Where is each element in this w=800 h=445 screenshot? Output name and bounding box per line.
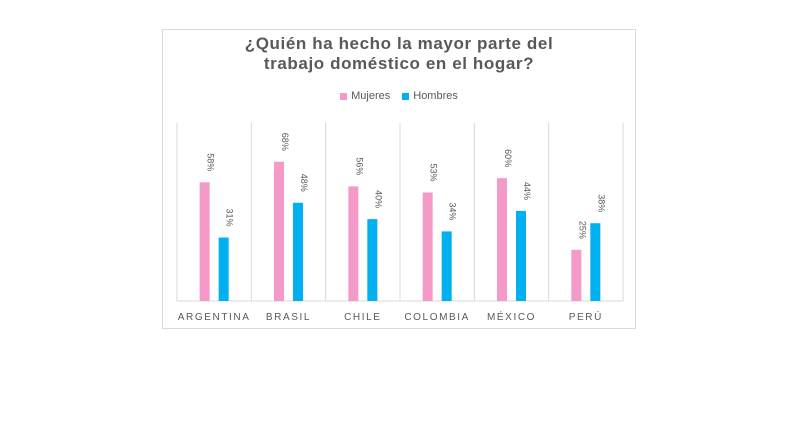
data-label-hombres-2: 48% xyxy=(299,174,309,192)
data-label-mujeres-4: 53% xyxy=(429,164,439,182)
data-label-hombres-1: 31% xyxy=(225,209,235,227)
legend-label-hombres: Hombres xyxy=(413,90,458,102)
bar-hombres-1 xyxy=(218,237,229,301)
legend-item-hombres: Hombres xyxy=(402,90,458,102)
category-label-4: COLOMBIA xyxy=(404,312,470,323)
bar-mujeres-3 xyxy=(348,186,359,301)
bar-mujeres-5 xyxy=(497,178,507,301)
category-label-6: PERÚ xyxy=(569,310,603,323)
data-label-mujeres-5: 60% xyxy=(503,149,513,167)
data-label-hombres-3: 40% xyxy=(373,190,383,208)
legend-label-mujeres: Mujeres xyxy=(351,90,391,102)
chart-legend: Mujeres Hombres xyxy=(163,90,635,102)
data-label-hombres-5: 44% xyxy=(522,182,532,200)
bar-mujeres-6 xyxy=(571,249,582,301)
chart-title-line-1: ¿Quién ha hecho la mayor parte del xyxy=(244,34,554,53)
bar-hombres-6 xyxy=(590,223,601,301)
category-label-1: ARGENTINA xyxy=(178,312,251,323)
legend-swatch-mujeres xyxy=(340,92,348,100)
bar-mujeres-4 xyxy=(422,192,433,301)
legend-swatch-hombres xyxy=(402,92,410,100)
data-label-mujeres-3: 56% xyxy=(354,157,364,175)
chart-title: ¿Quién ha hecho la mayor parte del traba… xyxy=(163,34,635,74)
data-label-hombres-6: 38% xyxy=(596,194,606,212)
data-label-mujeres-1: 58% xyxy=(206,153,216,171)
chart-title-line-2: trabajo doméstico en el hogar? xyxy=(263,54,535,73)
bar-hombres-2 xyxy=(293,202,303,301)
bar-plot: 58% 31% ARGENTINA 68% 48% BRASIL 56% 40% CHILE 53… xyxy=(176,123,624,323)
chart-frame: ¿Quién ha hecho la mayor parte del traba… xyxy=(162,29,636,329)
bar-hombres-5 xyxy=(516,210,526,301)
bar-mujeres-2 xyxy=(274,161,284,301)
bar-hombres-4 xyxy=(441,231,452,301)
category-label-2: BRASIL xyxy=(266,312,311,323)
bar-mujeres-1 xyxy=(199,182,210,301)
bar-hombres-3 xyxy=(367,219,378,301)
category-label-5: MÉXICO xyxy=(487,310,536,323)
data-label-mujeres-2: 68% xyxy=(280,133,290,151)
data-label-hombres-4: 34% xyxy=(448,202,458,220)
category-label-3: CHILE xyxy=(344,312,381,323)
legend-item-mujeres: Mujeres xyxy=(340,90,390,102)
data-label-mujeres-6: 25% xyxy=(577,221,587,239)
